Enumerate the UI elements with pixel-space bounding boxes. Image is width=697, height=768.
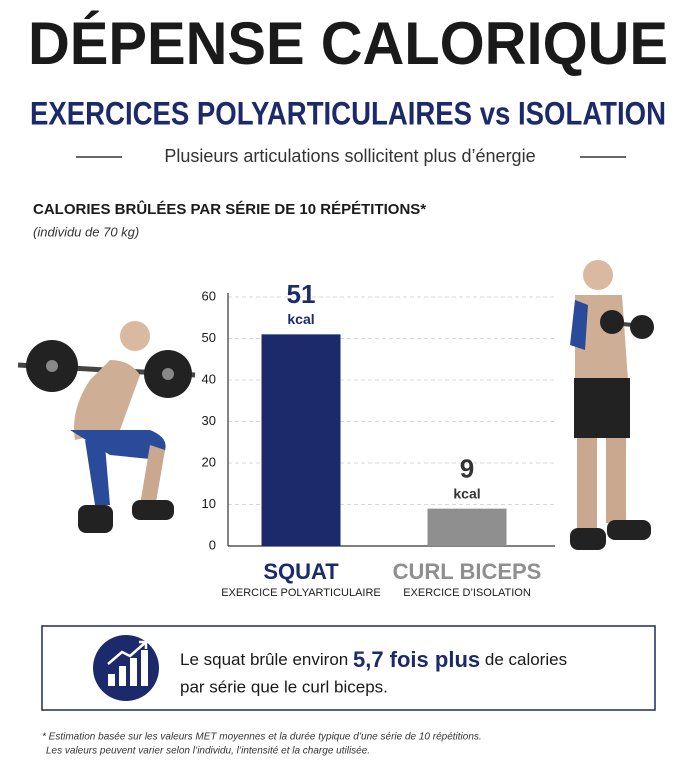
x-tick-label: CURL BICEPS xyxy=(393,559,542,584)
tagline: Plusieurs articulations sollicitent plus… xyxy=(164,146,535,166)
y-tick-label: 0 xyxy=(209,537,216,552)
callout-text: de calories xyxy=(485,650,567,669)
plot: 0 10 20 30 40 50 60 51 kcal SQUAT EXERCICE POLYART… xyxy=(202,279,555,599)
value-unit: kcal xyxy=(453,485,480,501)
value-label: 9 xyxy=(460,454,474,484)
footnote: Les valeurs peuvent varier selon l’indiv… xyxy=(46,746,370,757)
x-tick-label: SQUAT xyxy=(263,559,339,584)
y-tick-label: 40 xyxy=(202,371,216,386)
squat-figure xyxy=(17,321,196,533)
footnote: * Estimation basée sur les valeurs MET m… xyxy=(42,732,482,743)
chart-note: (individu de 70 kg) xyxy=(33,224,139,239)
y-tick-label: 60 xyxy=(202,288,216,303)
chart-title: CALORIES BRÛLÉES PAR SÉRIE DE 10 RÉPÉTIT… xyxy=(33,200,426,218)
callout-line-2: par série que le curl biceps. xyxy=(180,677,388,696)
bar xyxy=(427,508,507,546)
bar xyxy=(261,334,341,546)
value-unit: kcal xyxy=(287,311,314,327)
title: DÉPENSE CALORIQUE xyxy=(28,10,668,77)
curl-figure xyxy=(570,260,654,550)
callout-icon xyxy=(93,635,159,701)
y-tick-label: 20 xyxy=(202,454,216,469)
y-tick-label: 50 xyxy=(202,330,216,345)
value-label: 51 xyxy=(287,279,316,309)
y-tick-label: 30 xyxy=(202,413,216,428)
category-subtitle: EXERCICE POLYARTICULAIRE xyxy=(221,587,381,599)
callout-highlight: 5,7 fois plus xyxy=(353,647,480,672)
callout-line-1: Le squat brûle environ 5,7 fois plus de … xyxy=(180,647,567,672)
y-tick-label: 10 xyxy=(202,496,216,511)
category-subtitle: EXERCICE D’ISOLATION xyxy=(403,587,531,599)
subtitle: EXERCICES POLYARTICULAIRES vs ISOLATION xyxy=(30,95,666,131)
callout-text: Le squat brûle environ xyxy=(180,650,348,669)
